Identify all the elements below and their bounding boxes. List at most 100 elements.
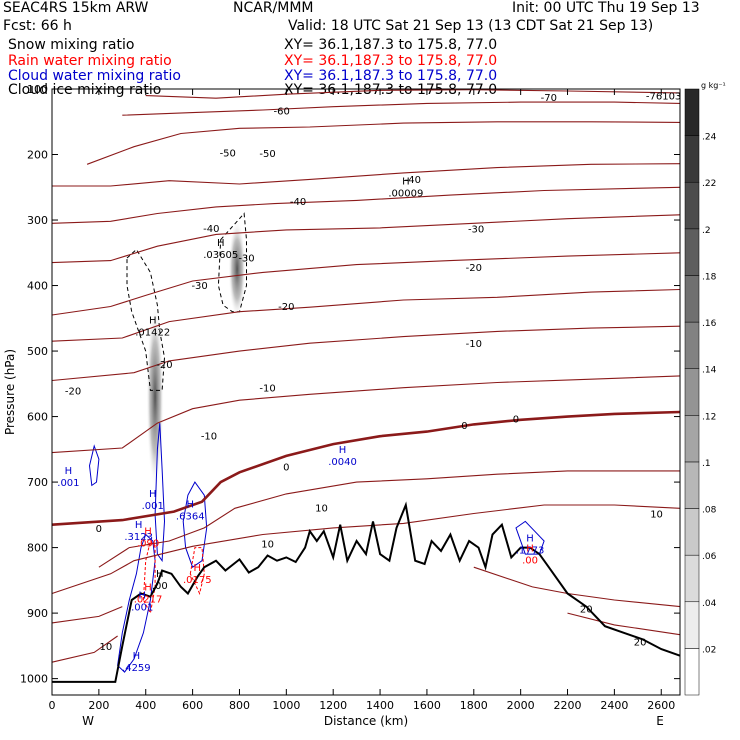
contour-label-13: -20 <box>156 360 172 371</box>
contour-label-20: 0 <box>283 462 289 473</box>
max-marker-11: H <box>194 563 202 574</box>
y-tick-label-8: 200 <box>27 149 48 162</box>
contour-label-18: 0 <box>513 415 519 426</box>
contour-label-19: 0 <box>461 421 467 432</box>
cloud-water-contour-4 <box>515 520 545 555</box>
colorbar-swatch-2 <box>684 554 700 603</box>
contour-label-11: -20 <box>466 263 482 274</box>
cloud-water-contour-0 <box>117 533 156 673</box>
x-tick-label-4: 800 <box>229 699 250 712</box>
colorbar-swatch-5 <box>684 415 700 463</box>
max-marker-7: H <box>135 520 143 531</box>
temperature-contour-3 <box>52 163 681 187</box>
contour-label-25: 10 <box>100 642 113 653</box>
x-tick-label-3: 600 <box>182 699 203 712</box>
y-tick-label-2: 800 <box>27 542 48 555</box>
contour-label-26: 20 <box>580 605 593 616</box>
temperature-contour-11 <box>98 470 680 568</box>
x-tick-label-13: 2600 <box>647 699 675 712</box>
y-axis-title: Pressure (hPa) <box>3 349 17 435</box>
max-value-label-3: .0040 <box>328 457 357 468</box>
x-end-label-east: E <box>656 714 664 728</box>
contour-label-12: -20 <box>278 302 294 313</box>
field-label-cloud-ice: Cloud ice mixing ratio <box>8 82 162 98</box>
colorbar-unit: g kg⁻¹ <box>701 81 726 90</box>
y-tick-label-7: 300 <box>27 214 48 227</box>
x-tick-label-9: 1800 <box>460 699 488 712</box>
max-value-label-6: .6364 <box>176 511 205 522</box>
contour-label-8: -30 <box>468 225 484 236</box>
contour-label-2: -60 <box>273 107 289 118</box>
temperature-contour-2 <box>86 121 681 165</box>
colorbar-tick-label-2: .06 <box>702 552 717 562</box>
x-tick-label-6: 1200 <box>319 699 347 712</box>
max-marker-2: H <box>149 315 157 326</box>
model-name: SEAC4RS 15km ARW <box>3 0 149 16</box>
contour-label-3: -50 <box>220 149 236 160</box>
x-tick-label-5: 1000 <box>272 699 300 712</box>
max-marker-14: H <box>138 591 146 602</box>
max-value-label-11: .0175 <box>183 575 212 586</box>
max-value-label-7: .3123 <box>124 532 153 543</box>
contour-label-0: -76103 <box>646 92 681 103</box>
max-marker-3: H <box>339 445 347 456</box>
y-tick-label-5: 500 <box>27 345 48 358</box>
max-value-label-1: .03605 <box>203 250 238 261</box>
contour-label-21: 0 <box>96 524 102 535</box>
contour-label-14: -20 <box>65 386 81 397</box>
temperature-contour-1 <box>122 101 681 116</box>
x-axis-title: Distance (km) <box>324 714 408 728</box>
max-value-label-13: .0217 <box>134 595 163 606</box>
colorbar-tick-label-10: .22 <box>702 179 716 189</box>
y-tick-label-1: 900 <box>27 607 48 620</box>
field-xy-snow: XY= 36.1,187.3 to 175.8, 77.0 <box>284 37 498 53</box>
max-value-label-5: .001 <box>142 501 164 512</box>
field-label-rain: Rain water mixing ratio <box>8 53 172 69</box>
snow-shade-1 <box>228 220 246 319</box>
temperature-contour-10 <box>51 410 681 526</box>
max-marker-0: H <box>402 177 410 188</box>
max-marker-15: H <box>133 651 141 662</box>
colorbar-swatch-10 <box>684 181 700 230</box>
max-marker-4: H <box>65 466 73 477</box>
max-value-label-12: .00 <box>152 581 168 592</box>
temperature-contour-5 <box>51 214 681 264</box>
contour-label-23: 10 <box>315 504 328 515</box>
contour-label-5: -40 <box>405 175 421 186</box>
temperature-contour-8 <box>51 325 681 382</box>
colorbar-swatch-11 <box>684 135 700 183</box>
cloud-water-contour-3 <box>88 444 100 487</box>
terrain-line <box>52 501 681 683</box>
temperature-contour-16 <box>51 635 118 663</box>
field-label-snow: Snow mixing ratio <box>8 37 135 53</box>
max-value-label-9: .1773 <box>516 546 545 557</box>
max-marker-5: H <box>149 489 157 500</box>
max-marker-13: H <box>144 583 152 594</box>
x-tick-label-1: 200 <box>88 699 109 712</box>
max-value-label-15: .4259 <box>122 663 151 674</box>
snow-shade-0 <box>146 305 164 489</box>
max-value-label-8: .090 <box>137 538 159 549</box>
y-tick-label-3: 700 <box>27 476 48 489</box>
contour-label-9: -30 <box>238 253 254 264</box>
contour-label-17: -10 <box>201 432 217 443</box>
max-value-label-0: .00009 <box>388 189 423 200</box>
max-value-label-14: .001 <box>131 603 153 614</box>
colorbar-tick-label-8: .18 <box>702 272 717 282</box>
contour-label-4: -50 <box>259 149 275 160</box>
max-value-label-2: .01422 <box>135 327 170 338</box>
x-tick-label-10: 2000 <box>507 699 535 712</box>
y-tick-label-0: 1000 <box>20 673 48 686</box>
colorbar-swatch-8 <box>684 275 700 323</box>
colorbar-swatch-1 <box>684 601 700 649</box>
x-tick-label-8: 1600 <box>413 699 441 712</box>
contour-label-27: 20 <box>634 637 647 648</box>
ice-contour-1 <box>217 212 247 313</box>
center-name: NCAR/MMM <box>233 0 314 16</box>
temperature-contour-6 <box>51 252 681 316</box>
contour-label-6: -40 <box>290 197 306 208</box>
y-tick-label-6: 400 <box>27 280 48 293</box>
y-tick-label-4: 600 <box>27 411 48 424</box>
x-tick-label-7: 1400 <box>366 699 394 712</box>
cloud-water-contour-2 <box>182 481 208 568</box>
